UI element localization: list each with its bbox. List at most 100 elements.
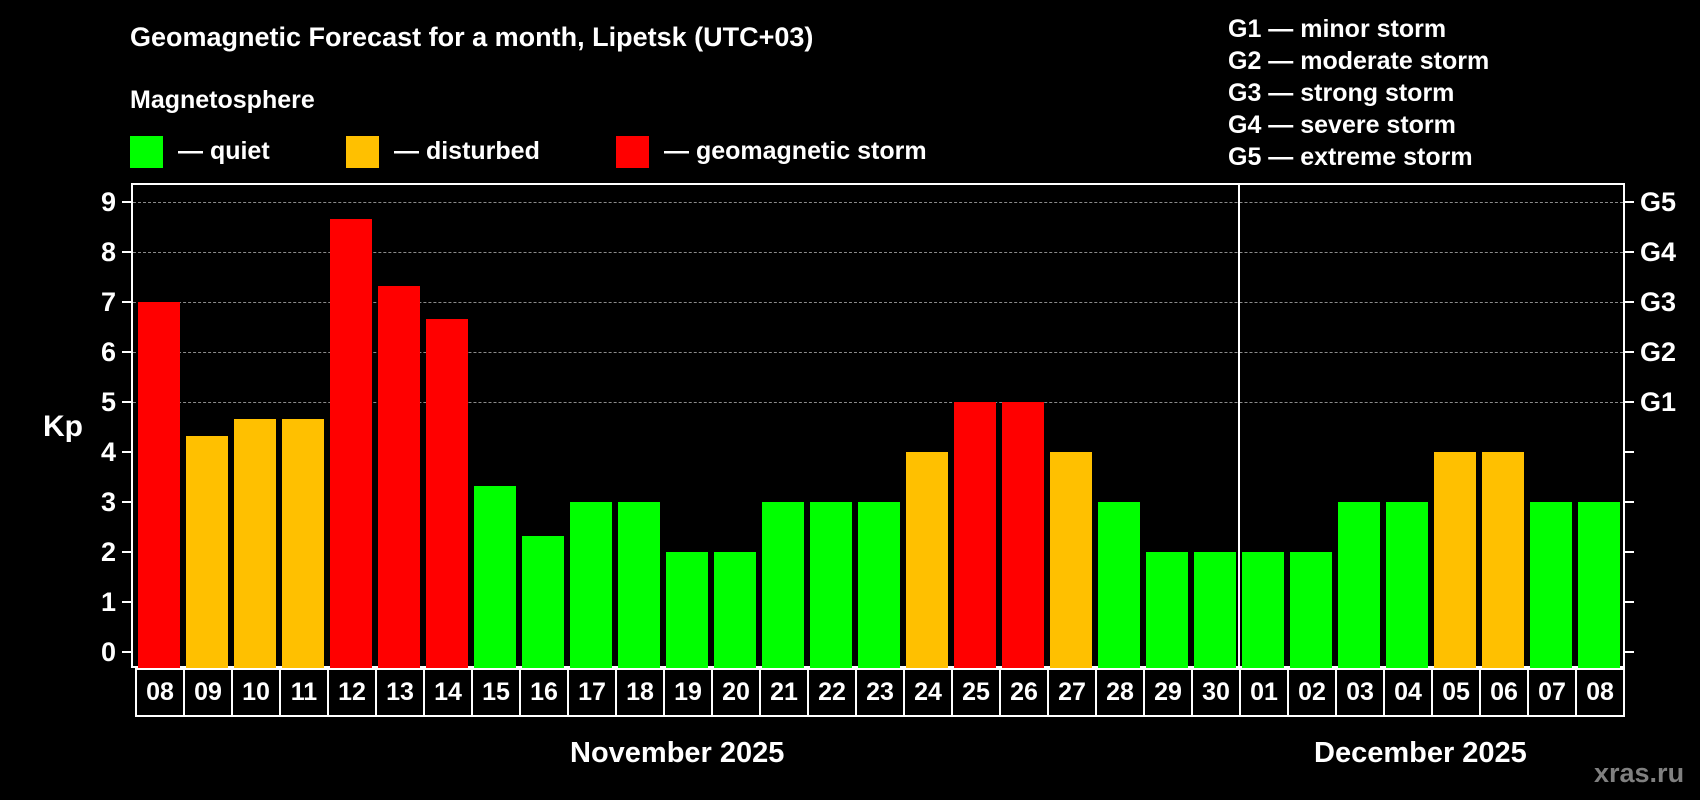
g-scale-item: G4 — severe storm [1228, 111, 1456, 139]
y-tick [122, 351, 131, 353]
y-tick-label: 2 [100, 537, 116, 567]
y-tick-right [1625, 501, 1634, 503]
date-cell: 27 [1049, 670, 1097, 715]
y-tick-right [1625, 451, 1634, 453]
date-cell: 30 [1193, 670, 1241, 715]
kp-bar [858, 502, 900, 668]
kp-bar [570, 502, 612, 668]
gridline [133, 302, 1623, 303]
g-scale-item: G2 — moderate storm [1228, 47, 1490, 75]
date-cell: 15 [473, 670, 521, 715]
kp-bar [474, 485, 516, 668]
date-cell: 04 [1385, 670, 1433, 715]
y-tick-right [1625, 201, 1634, 203]
date-cell: 13 [377, 670, 425, 715]
kp-bar [1098, 502, 1140, 668]
y-tick-label: 7 [100, 287, 116, 317]
kp-bar [1338, 502, 1380, 668]
date-cell: 21 [761, 670, 809, 715]
y-tick-right [1625, 301, 1634, 303]
kp-bar [1386, 502, 1428, 668]
date-cell: 19 [665, 670, 713, 715]
date-cell: 24 [905, 670, 953, 715]
kp-bar [1578, 502, 1620, 668]
kp-bar [1242, 552, 1284, 668]
kp-bar [234, 418, 276, 668]
legend-title: Magnetosphere [130, 86, 315, 114]
y-tick-label: 0 [100, 637, 116, 667]
y-tick-label: 3 [100, 487, 116, 517]
y-tick [122, 401, 131, 403]
g-scale-item: G5 — extreme storm [1228, 143, 1473, 171]
gridline [133, 402, 1623, 403]
date-cell: 05 [1433, 670, 1481, 715]
legend-label: — quiet [178, 137, 270, 165]
date-axis: 08 09 10 11 12 13 14 15 16 17 18 19 20 21 22 23 24 25 26 27… [135, 668, 1625, 717]
date-cell: 06 [1481, 670, 1529, 715]
quiet-swatch-icon [130, 135, 163, 168]
g-level-label: G4 [1640, 237, 1677, 267]
date-cell: 22 [809, 670, 857, 715]
kp-bar [762, 502, 804, 668]
kp-bar [426, 318, 468, 668]
y-tick-label: 8 [100, 237, 116, 267]
disturbed-swatch-icon [346, 135, 379, 168]
date-cell: 18 [617, 670, 665, 715]
watermark: xras.ru [1594, 758, 1685, 788]
storm-swatch-icon [616, 135, 649, 168]
y-tick-label: 1 [100, 587, 116, 617]
legend-storm: — geomagnetic storm [616, 135, 927, 168]
y-tick [122, 551, 131, 553]
kp-bar [810, 502, 852, 668]
kp-bar [666, 552, 708, 668]
y-tick-right [1625, 401, 1634, 403]
kp-bar [1530, 502, 1572, 668]
kp-bar [1290, 552, 1332, 668]
gridline [133, 252, 1623, 253]
kp-bar [330, 218, 372, 668]
date-cell: 20 [713, 670, 761, 715]
kp-bar [1482, 452, 1524, 668]
g-level-label: G3 [1640, 287, 1677, 317]
g-scale-item: G3 — strong storm [1228, 79, 1455, 107]
chart-title: Geomagnetic Forecast for a month, Lipets… [130, 22, 814, 52]
kp-bar [1146, 552, 1188, 668]
y-tick-label: 6 [100, 337, 116, 367]
y-tick-right [1625, 651, 1634, 653]
date-cell: 14 [425, 670, 473, 715]
kp-bar [906, 452, 948, 668]
g-scale-legend: G1 — minor storm G2 — moderate storm G3 … [1228, 13, 1489, 173]
month-separator [1238, 183, 1240, 668]
date-cell: 11 [281, 670, 329, 715]
date-cell: 29 [1145, 670, 1193, 715]
legend-label: — disturbed [394, 137, 540, 165]
kp-bar [1194, 552, 1236, 668]
y-tick [122, 251, 131, 253]
y-axis-label: Kp [43, 410, 83, 443]
y-tick [122, 501, 131, 503]
y-tick-label: 4 [100, 437, 116, 467]
date-cell: 17 [569, 670, 617, 715]
date-cell: 12 [329, 670, 377, 715]
y-tick-right [1625, 251, 1634, 253]
date-cell: 09 [185, 670, 233, 715]
kp-bar [618, 502, 660, 668]
date-cell: 26 [1001, 670, 1049, 715]
g-level-label: G1 [1640, 387, 1677, 417]
kp-bar [186, 435, 228, 668]
kp-bar [1434, 452, 1476, 668]
kp-bar [522, 535, 564, 668]
month-label-december: December 2025 [1314, 737, 1527, 769]
g-scale-item: G1 — minor storm [1228, 15, 1447, 43]
date-cell: 07 [1529, 670, 1577, 715]
y-tick [122, 201, 131, 203]
kp-bar [954, 402, 996, 668]
legend-quiet: — quiet [130, 135, 270, 168]
month-label-november: November 2025 [570, 737, 785, 769]
date-cell: 08 [1577, 670, 1625, 715]
kp-bar [714, 552, 756, 668]
gridline [133, 352, 1623, 353]
y-tick-right [1625, 601, 1634, 603]
date-cell: 02 [1289, 670, 1337, 715]
legend-label: — geomagnetic storm [664, 137, 927, 165]
